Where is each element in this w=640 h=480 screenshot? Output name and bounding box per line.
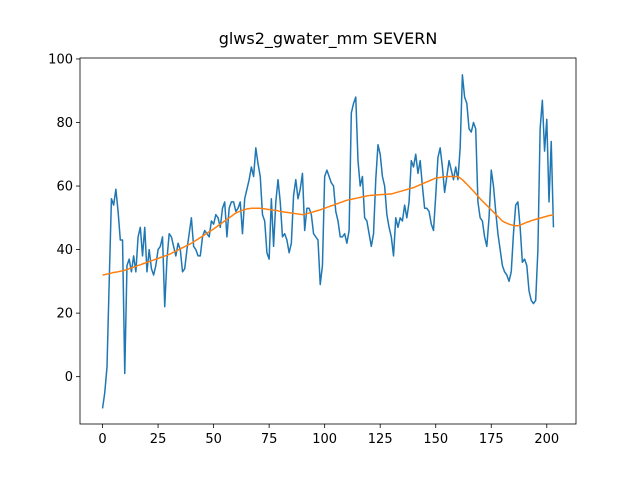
- x-tick-label: 200: [534, 432, 559, 447]
- x-tick-label: 125: [368, 432, 393, 447]
- x-tick-label: 0: [98, 432, 106, 447]
- y-tick-label: 100: [48, 52, 73, 67]
- x-tick-label: 100: [312, 432, 337, 447]
- y-tick-label: 20: [56, 307, 73, 322]
- x-tick-label: 50: [205, 432, 222, 447]
- line-series: [102, 175, 554, 276]
- line-series: [101, 74, 555, 409]
- y-tick-label: 80: [56, 116, 73, 131]
- y-tick-label: 40: [56, 243, 73, 258]
- x-tick-label: 75: [261, 432, 278, 447]
- x-tick-label: 150: [423, 432, 448, 447]
- y-tick-label: 0: [65, 370, 73, 385]
- x-tick-label: 25: [150, 432, 167, 447]
- y-tick-label: 60: [56, 180, 73, 195]
- chart-title: glws2_gwater_mm SEVERN: [219, 29, 438, 49]
- plot-frame: [79, 57, 577, 425]
- x-tick-label: 175: [479, 432, 504, 447]
